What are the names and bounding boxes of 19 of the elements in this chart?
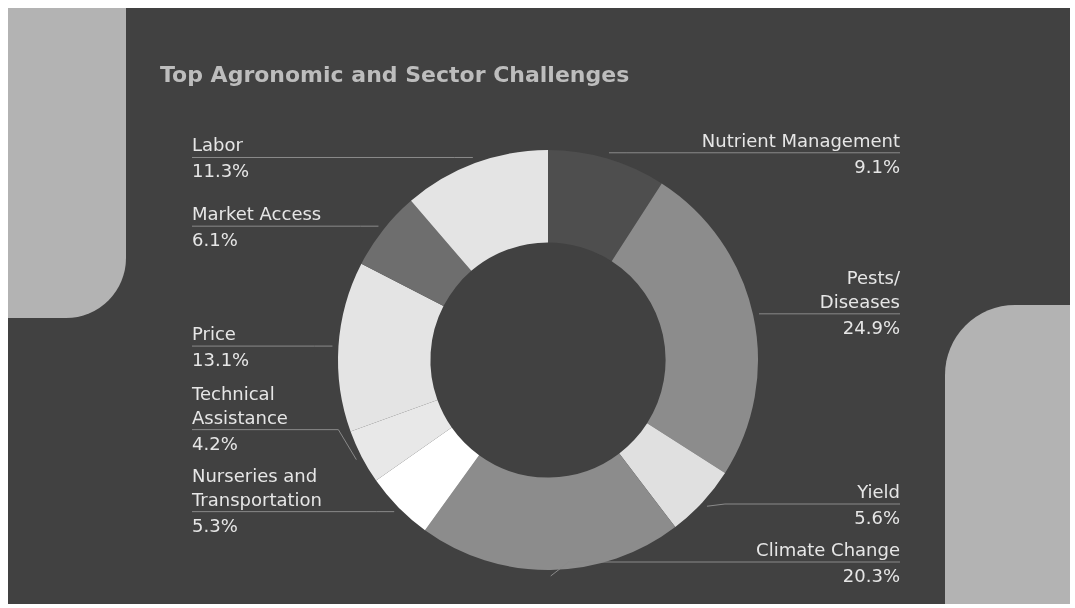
slice-label: Pests/ Diseases bbox=[819, 266, 901, 312]
data-label: 5.6% bbox=[854, 507, 900, 528]
slice-label: Labor bbox=[192, 134, 244, 156]
data-label: 13.1% bbox=[192, 349, 250, 371]
slice-label: Market Access bbox=[192, 203, 322, 225]
slice-label: Climate Change bbox=[756, 539, 900, 560]
data-label: 4.2% bbox=[192, 432, 238, 454]
data-label: 6.1% bbox=[192, 229, 238, 251]
slice-label: Price bbox=[192, 323, 236, 345]
data-label: 9.1% bbox=[854, 155, 900, 177]
data-label: 5.3% bbox=[192, 514, 238, 536]
chart-title: Top Agronomic and Sector Challenges bbox=[160, 62, 630, 87]
data-label: 20.3% bbox=[842, 565, 900, 586]
slice-label: Nurseries and Transportation bbox=[191, 464, 322, 510]
data-label: 11.3% bbox=[192, 160, 250, 182]
slice-label: Nutrient Management bbox=[701, 129, 900, 151]
data-label: 24.9% bbox=[842, 316, 900, 338]
slice-label: Yield bbox=[856, 481, 900, 502]
slice-label: Technical Assistance bbox=[191, 382, 288, 428]
